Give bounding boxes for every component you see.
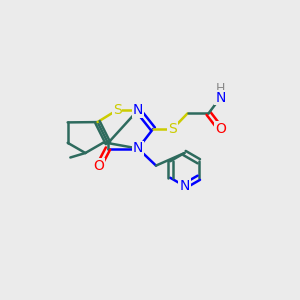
Text: N: N [133, 103, 143, 117]
Text: O: O [94, 159, 104, 172]
Text: H: H [216, 82, 225, 95]
Text: N: N [215, 91, 226, 104]
Text: N: N [133, 142, 143, 155]
Text: S: S [112, 103, 122, 117]
Text: S: S [168, 122, 177, 136]
Text: O: O [215, 122, 226, 136]
Text: N: N [179, 179, 190, 193]
